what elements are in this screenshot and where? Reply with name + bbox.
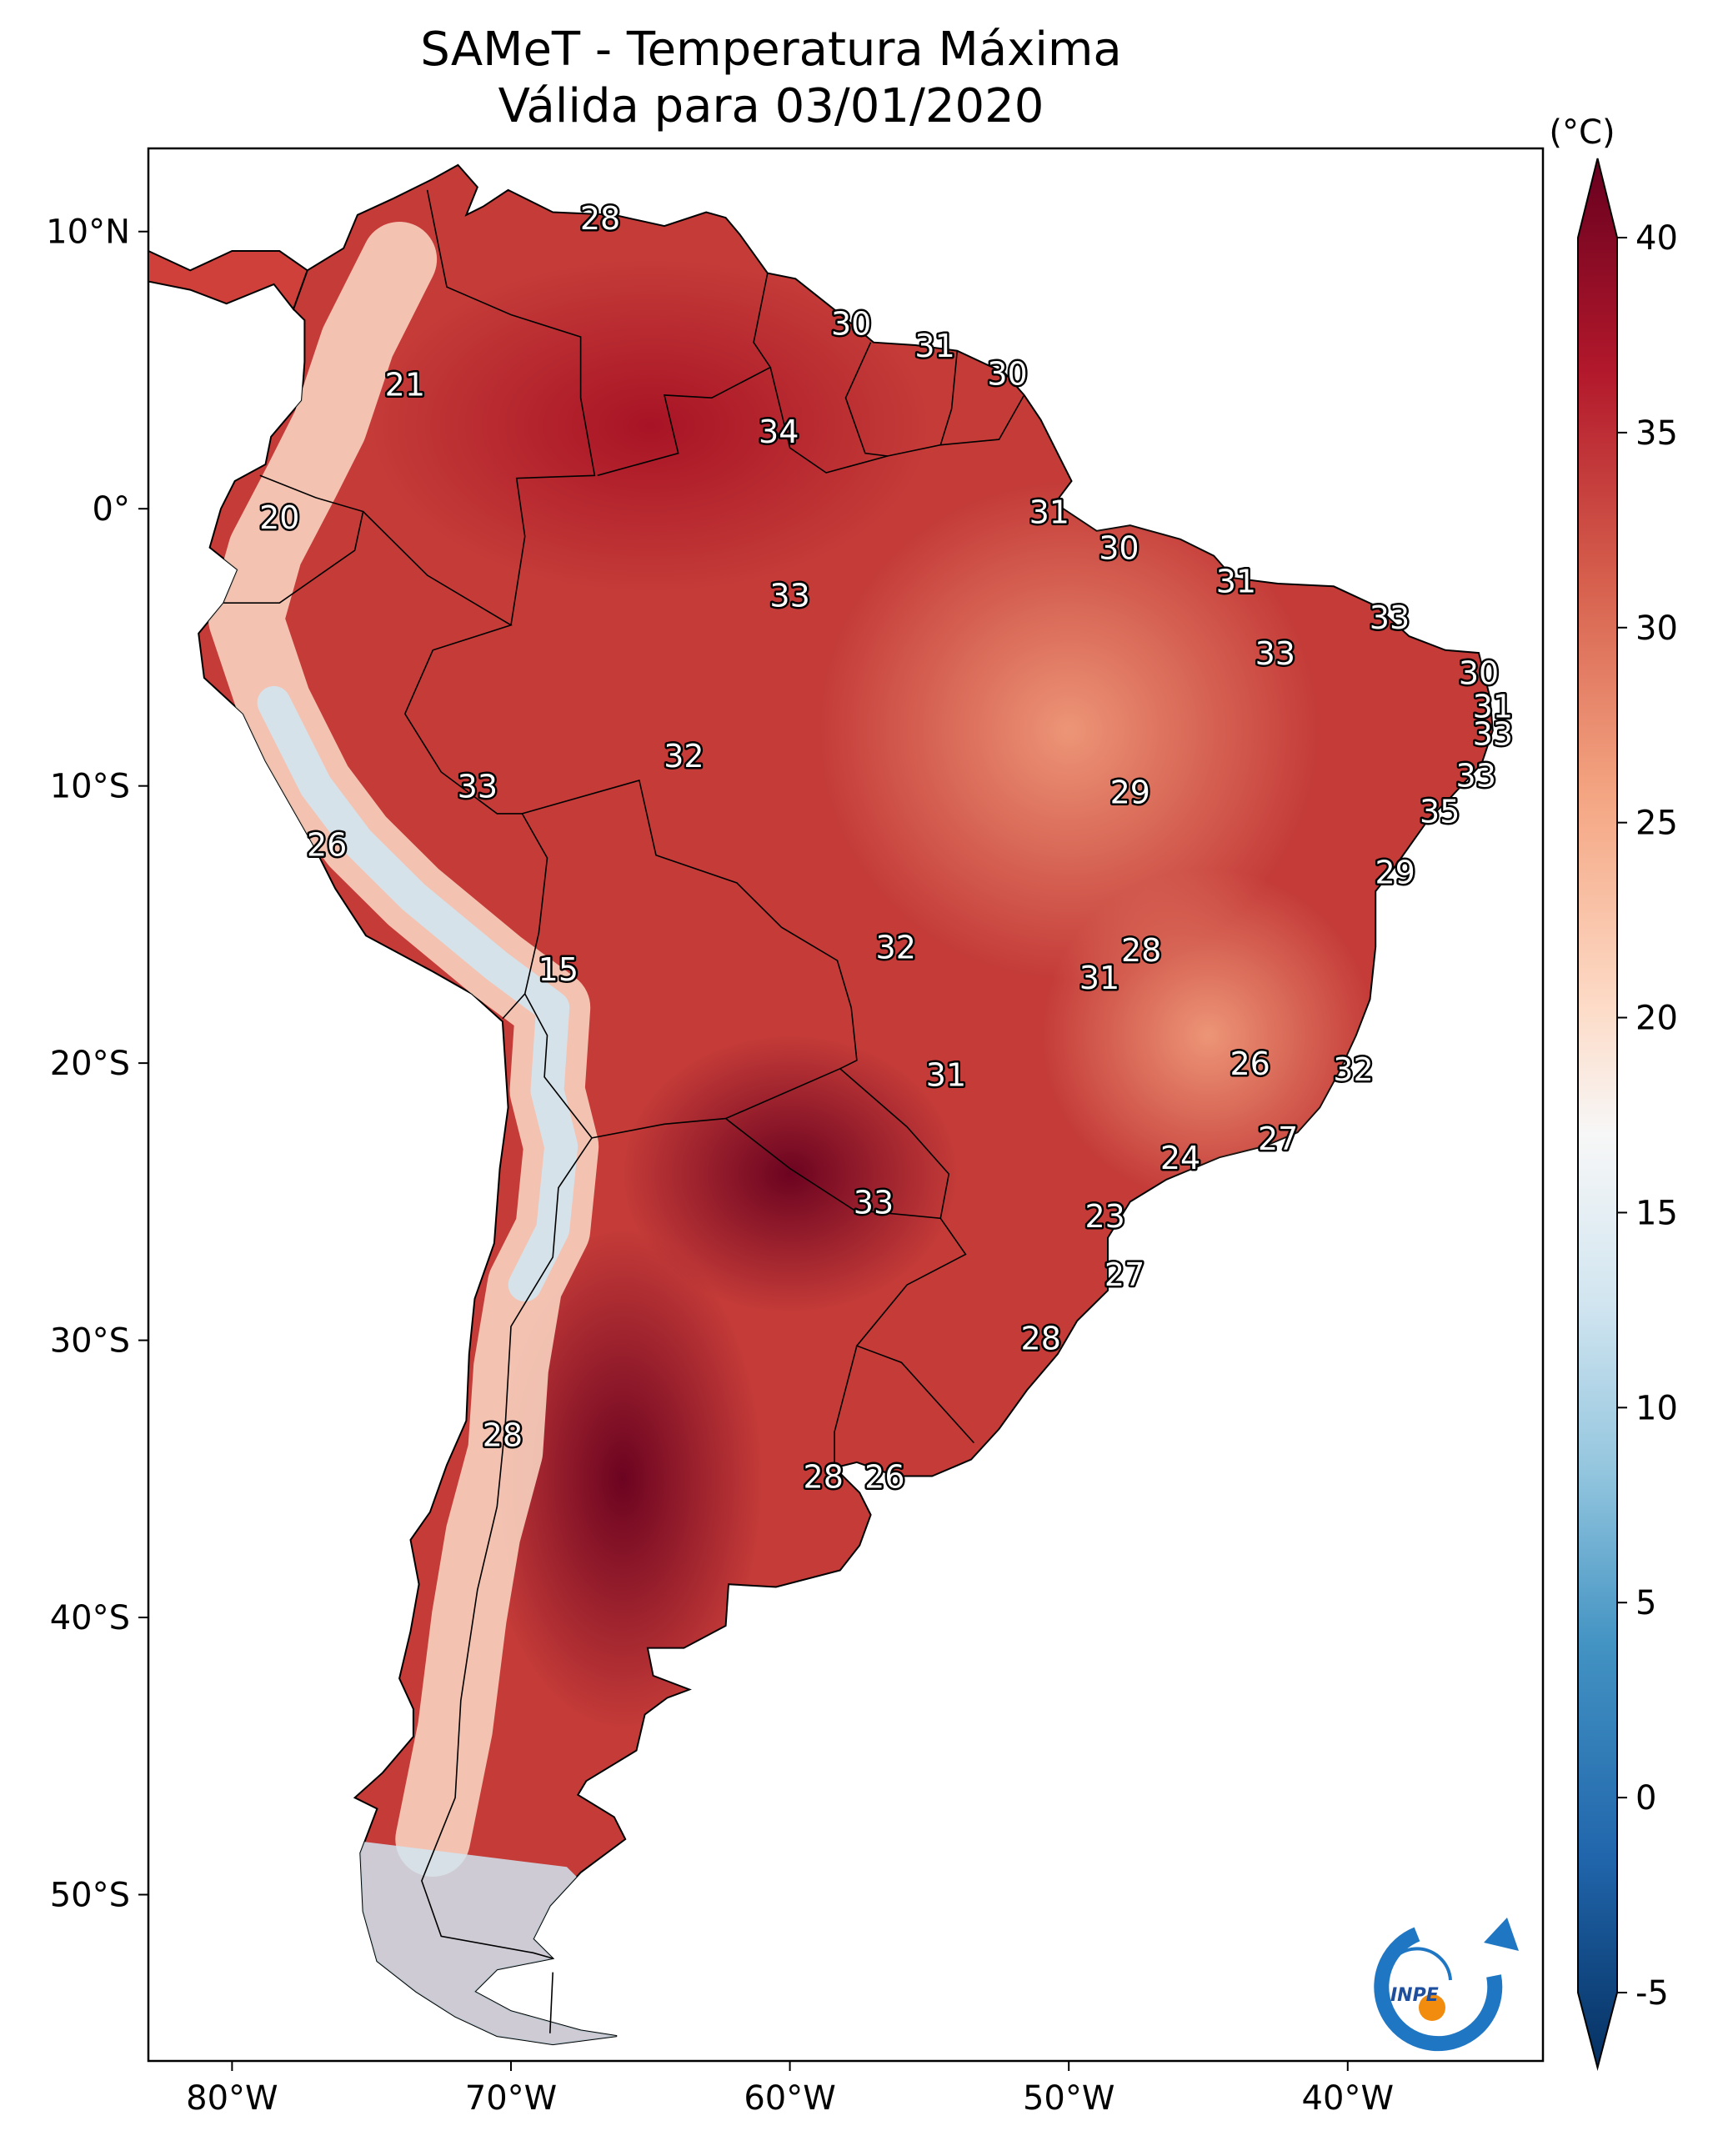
temperature-label: 33: [1370, 599, 1410, 636]
temperature-label: 27: [1258, 1121, 1298, 1157]
lat-tick-label: 0°: [93, 490, 130, 529]
border-line: [223, 474, 364, 604]
border-line: [834, 1345, 858, 1468]
warm-zone-central-brazil: [818, 480, 1320, 980]
lat-tick-label: 50°S: [50, 1877, 130, 1915]
colorbar-tick-label: 40: [1635, 219, 1678, 258]
border-line: [426, 189, 596, 625]
logo-text: INPE: [1390, 1985, 1439, 2006]
colorbar-tick-label: 25: [1635, 805, 1678, 843]
temperature-label: 15: [538, 951, 579, 988]
temperature-label: 33: [1255, 635, 1295, 672]
temperature-label: 27: [1104, 1256, 1144, 1293]
lat-tick-label: 10°S: [50, 768, 130, 806]
temperature-label: 28: [1021, 1320, 1061, 1356]
temperature-label: 33: [769, 577, 809, 614]
temperature-label: 33: [854, 1184, 894, 1221]
temperature-label: 28: [804, 1459, 844, 1496]
map-title: SAMeT - Temperatura Máxima: [420, 23, 1122, 77]
temperature-label: 31: [1029, 494, 1069, 531]
warm-zone-southeast-brazil: [1040, 869, 1376, 1202]
temperature-label: 21: [385, 367, 425, 404]
border-line: [549, 1972, 553, 2033]
border-line: [597, 273, 772, 477]
colorbar-unit-label: (°C): [1549, 113, 1615, 152]
temperature-label: 34: [759, 414, 799, 450]
logo-orbit-icon: [1381, 1947, 1452, 1985]
temperature-label: 32: [876, 929, 916, 965]
temperature-label: 23: [1084, 1198, 1124, 1235]
colorbar-tick-label: 10: [1635, 1389, 1678, 1427]
lon-tick-label: 70°W: [465, 2079, 557, 2118]
temperature-label: 33: [1473, 715, 1513, 752]
hot-zone-amazon: [371, 258, 929, 592]
temperature-label: 31: [926, 1056, 966, 1093]
temperature-label: 32: [664, 738, 704, 775]
temperature-label: 20: [259, 499, 299, 536]
temperature-label: 30: [1459, 654, 1499, 691]
temperature-label: 28: [483, 1417, 523, 1454]
lat-tick-label: 10°N: [46, 213, 130, 252]
colorbar: 40 35 30 25 20 15 10 5 0 -5 (°C): [1549, 113, 1678, 2071]
temperature-label: 31: [1473, 688, 1513, 725]
temperature-label: 26: [307, 826, 347, 863]
temperature-label: 29: [1110, 774, 1150, 810]
border-line: [522, 779, 858, 1139]
temperature-label: 30: [1099, 530, 1139, 567]
temperature-label: 26: [1230, 1045, 1270, 1082]
logo-sun-icon: [1419, 1994, 1445, 2021]
border-line: [855, 1217, 974, 1444]
temperature-label: 28: [580, 200, 620, 237]
colorbar-tick-label: 35: [1635, 414, 1678, 453]
colorbar-tick-label: 20: [1635, 1000, 1678, 1038]
temperature-label: 30: [831, 305, 871, 342]
border-line: [769, 367, 888, 474]
temperature-label: 32: [1333, 1051, 1373, 1088]
andes-cold-core: [257, 685, 579, 1302]
hot-zone-chaco: [622, 1035, 958, 1313]
lon-tick-label: 60°W: [744, 2079, 835, 2118]
temperature-label: 31: [1216, 564, 1256, 600]
lon-tick-label: 80°W: [186, 2079, 278, 2118]
inpe-logo: INPE: [1374, 1918, 1519, 2052]
temperature-label: 30: [987, 355, 1027, 392]
lat-tick-label: 30°S: [50, 1322, 130, 1361]
temperature-label: 31: [1079, 960, 1119, 996]
border-line: [940, 394, 1025, 446]
temperature-label: 35: [1420, 794, 1460, 830]
logo-arrow-icon: [1484, 1918, 1519, 1951]
temperature-label: 33: [1456, 757, 1496, 794]
temperature-label: 31: [914, 328, 954, 364]
lon-tick-label: 40°W: [1302, 2079, 1394, 2118]
colorbar-tick-label: 30: [1635, 609, 1678, 648]
hot-zone-argentina: [483, 1229, 763, 1729]
lat-tick-label: 40°S: [50, 1599, 130, 1637]
logo-swoosh-icon: [1374, 1927, 1503, 2052]
colorbar-tick-label: 5: [1635, 1584, 1656, 1622]
lon-tick-label: 50°W: [1023, 2079, 1114, 2118]
panama-land: [148, 249, 308, 311]
border-line: [844, 342, 959, 457]
border-line: [421, 1137, 593, 1959]
colorbar-tick-label: 0: [1635, 1779, 1656, 1818]
colorbar-tick-label: -5: [1635, 1974, 1669, 2013]
map-axes: 80°W 70°W 60°W 50°W 40°W 10°N 0° 10°S 20°S 30°S 40…: [46, 213, 1394, 2118]
colorbar-ticks: 40 35 30 25 20 15 10 5 0 -5: [1617, 219, 1678, 2013]
lat-tick-label: 20°S: [50, 1045, 130, 1083]
temperature-label: 33: [458, 769, 498, 805]
temperature-label: 26: [864, 1459, 904, 1496]
map-subtitle: Válida para 03/01/2020: [498, 79, 1044, 133]
temperature-label: 24: [1160, 1140, 1200, 1176]
colorbar-tick-label: 15: [1635, 1194, 1678, 1232]
border-line: [363, 510, 548, 1020]
country-borders: [223, 189, 1025, 2033]
temperature-label: 28: [1121, 932, 1161, 969]
colorbar-bar: [1577, 158, 1618, 2071]
temperature-label: 29: [1375, 855, 1415, 891]
